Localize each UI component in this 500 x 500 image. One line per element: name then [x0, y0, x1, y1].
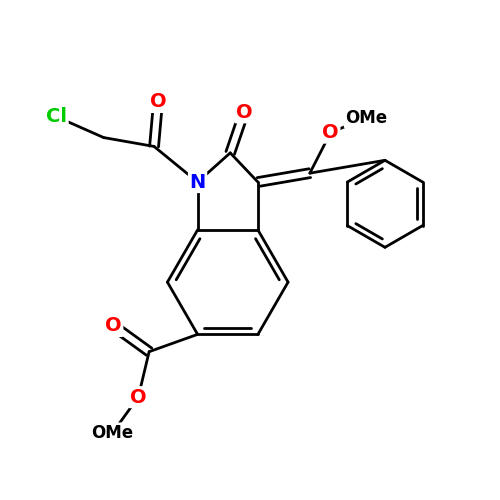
Text: O: O — [105, 316, 122, 336]
Text: O: O — [322, 123, 339, 142]
Text: Cl: Cl — [46, 108, 67, 126]
Text: O: O — [150, 92, 166, 112]
Text: O: O — [236, 103, 252, 122]
Text: OMe: OMe — [345, 109, 388, 127]
Text: OMe: OMe — [92, 424, 134, 442]
Text: O: O — [130, 388, 146, 406]
Text: N: N — [190, 172, 206, 192]
